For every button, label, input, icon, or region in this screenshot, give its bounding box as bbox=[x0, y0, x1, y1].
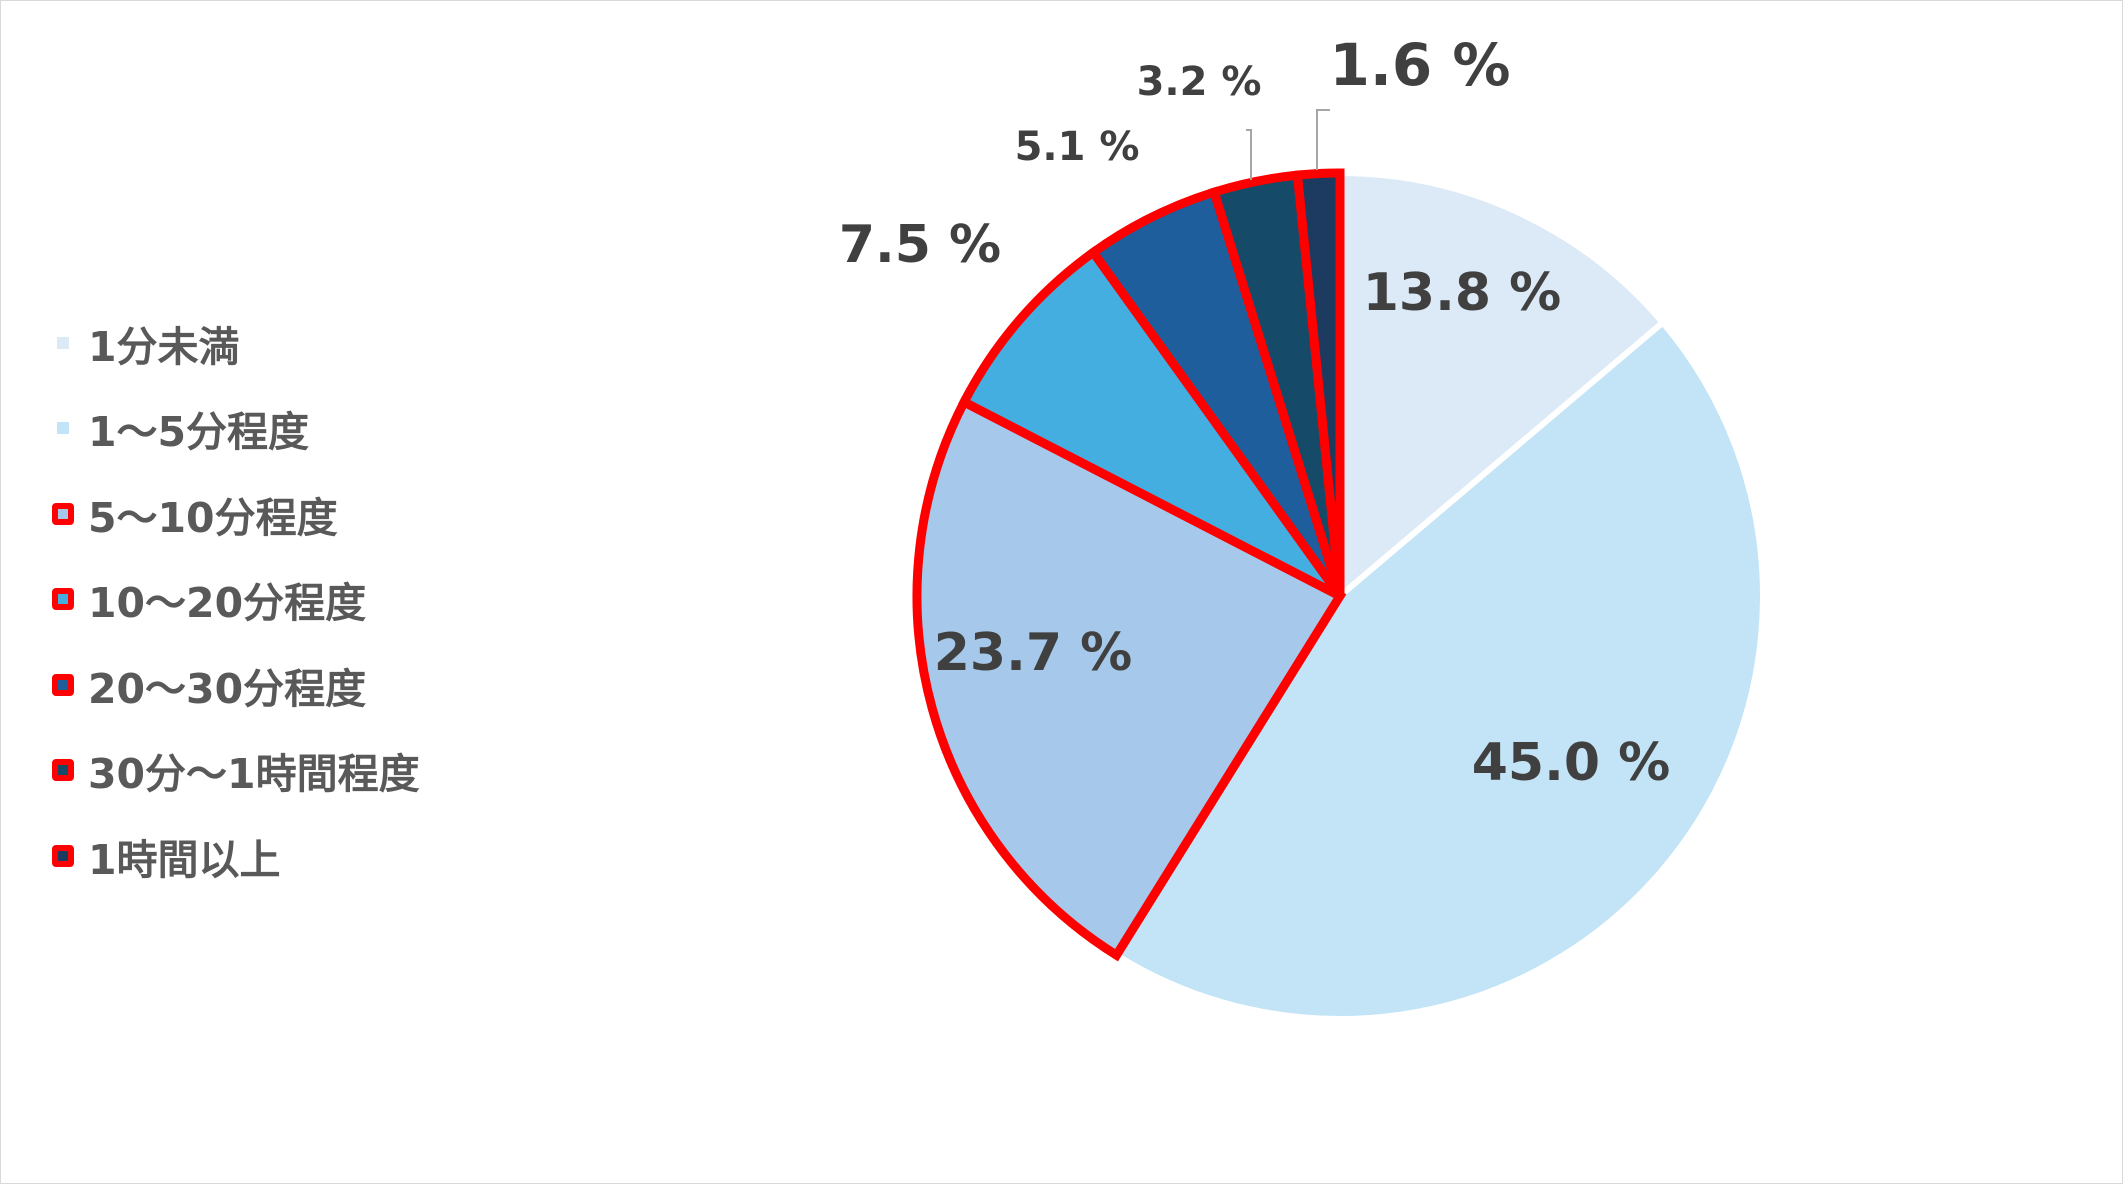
legend-swatch-fill bbox=[57, 422, 69, 435]
legend-swatch-fill bbox=[58, 850, 68, 861]
legend-swatch-fill bbox=[58, 765, 68, 776]
legend-swatch bbox=[52, 588, 74, 611]
data-label: 5.1 % bbox=[1015, 124, 1140, 170]
legend-swatch-fill bbox=[58, 508, 68, 519]
legend-label: 1時間以上 bbox=[88, 835, 281, 884]
data-label: 1.6 % bbox=[1329, 31, 1510, 99]
pie-slice bbox=[1337, 170, 1666, 599]
legend-label: 1〜5分程度 bbox=[88, 408, 310, 457]
data-label: 7.5 % bbox=[839, 215, 1001, 275]
legend-item: 5〜10分程度 bbox=[52, 471, 532, 557]
legend-swatch-fill bbox=[58, 679, 68, 690]
legend-swatch-fill bbox=[57, 336, 69, 349]
pie-slice bbox=[958, 246, 1344, 600]
legend-swatch-fill bbox=[58, 594, 68, 605]
legend-item: 1時間以上 bbox=[52, 813, 532, 899]
data-label: 23.7 % bbox=[934, 623, 1133, 683]
legend-label: 20〜30分程度 bbox=[88, 664, 367, 713]
legend-item: 30分〜1時間程度 bbox=[52, 728, 532, 814]
legend-label: 30分〜1時間程度 bbox=[88, 750, 420, 799]
pie-slice bbox=[912, 395, 1347, 962]
legend-item: 20〜30分程度 bbox=[52, 642, 532, 728]
legend-swatch bbox=[52, 673, 74, 696]
leader-line bbox=[1316, 109, 1330, 170]
legend-swatch bbox=[52, 332, 74, 354]
legend-label: 5〜10分程度 bbox=[88, 493, 338, 542]
legend-label: 1分未満 bbox=[88, 322, 240, 371]
pie-slice bbox=[1292, 168, 1345, 597]
legend-swatch bbox=[52, 844, 74, 867]
leader-line bbox=[1246, 129, 1252, 180]
legend-swatch bbox=[52, 417, 74, 439]
legend-swatch bbox=[52, 759, 74, 782]
data-label: 45.0 % bbox=[1472, 733, 1671, 793]
data-label: 13.8 % bbox=[1363, 263, 1562, 323]
legend-swatch bbox=[52, 502, 74, 525]
pie-slice bbox=[1113, 319, 1766, 1022]
legend: 1分未満 1〜5分程度 5〜10分程度 10〜20分程度 20〜30分程度 30分〜1時間… bbox=[52, 300, 532, 899]
legend-item: 10〜20分程度 bbox=[52, 557, 532, 643]
legend-item: 1分未満 bbox=[52, 300, 532, 386]
legend-item: 1〜5分程度 bbox=[52, 386, 532, 472]
legend-label: 10〜20分程度 bbox=[88, 579, 367, 628]
data-label: 3.2 % bbox=[1137, 59, 1262, 105]
